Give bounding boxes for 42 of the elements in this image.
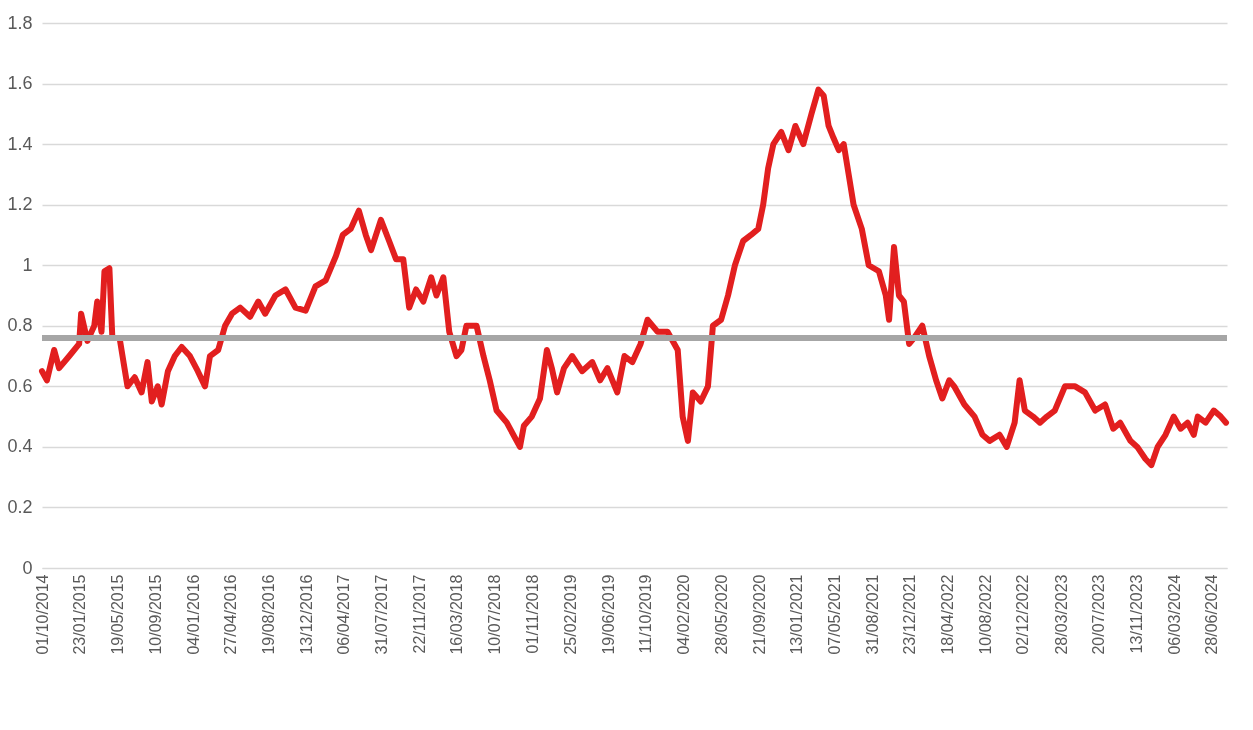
y-tick-label: 0.6 (7, 375, 33, 396)
x-tick-label: 28/05/2020 (712, 574, 730, 655)
x-tick-label: 19/08/2016 (259, 574, 277, 655)
x-tick-label: 16/03/2018 (448, 574, 466, 655)
x-tick-label: 10/09/2015 (146, 574, 164, 655)
x-tick-label: 02/12/2022 (1014, 574, 1032, 655)
y-tick-label: 1.4 (7, 133, 33, 154)
x-tick-label: 11/10/2019 (637, 574, 655, 654)
x-tick-label: 10/07/2018 (486, 574, 504, 655)
y-tick-label: 0.8 (7, 315, 33, 336)
y-tick-label: 1.8 (7, 12, 33, 33)
y-tick-label: 1.2 (7, 194, 33, 215)
y-tick-label: 0.4 (7, 436, 33, 457)
x-tick-label: 04/02/2020 (675, 574, 693, 655)
x-tick-label: 31/08/2021 (863, 574, 881, 655)
x-tick-label: 28/06/2024 (1203, 574, 1221, 655)
x-tick-label: 04/01/2016 (184, 574, 202, 655)
y-tick-label: 1 (22, 254, 33, 275)
x-tick-label: 23/12/2021 (901, 574, 919, 655)
x-tick-label: 19/05/2015 (109, 574, 127, 655)
x-tick-label: 01/11/2018 (523, 574, 541, 654)
x-tick-label: 01/10/2014 (33, 574, 51, 655)
x-tick-label: 07/05/2021 (825, 574, 843, 655)
x-tick-label: 23/01/2015 (70, 574, 88, 655)
x-tick-label: 22/11/2017 (410, 574, 428, 654)
x-tick-label: 25/02/2019 (562, 574, 580, 655)
x-tick-label: 13/11/2023 (1128, 574, 1146, 654)
x-tick-label: 28/03/2023 (1052, 574, 1070, 655)
x-tick-label: 27/04/2016 (222, 574, 240, 655)
x-tick-label: 20/07/2023 (1089, 574, 1107, 655)
x-tick-label: 31/07/2017 (373, 574, 391, 655)
x-tick-label: 13/12/2016 (297, 574, 315, 655)
y-tick-label: 0 (22, 557, 33, 578)
x-tick-label: 19/06/2019 (599, 574, 617, 655)
x-tick-label: 18/04/2022 (939, 574, 957, 655)
x-tick-label: 21/09/2020 (750, 574, 768, 655)
x-tick-label: 06/03/2024 (1165, 574, 1183, 655)
x-tick-label: 13/01/2021 (788, 574, 806, 655)
y-tick-label: 0.2 (7, 496, 33, 517)
x-tick-label: 06/04/2017 (335, 574, 353, 655)
x-tick-label: 10/08/2022 (976, 574, 994, 655)
y-tick-label: 1.6 (7, 73, 33, 94)
